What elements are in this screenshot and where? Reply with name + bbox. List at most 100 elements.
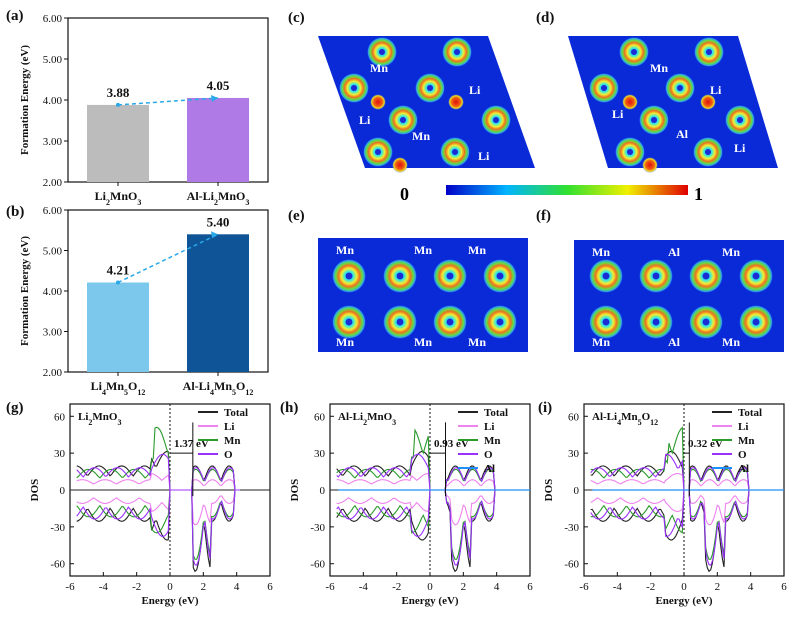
map-c-charge-4-core <box>493 117 499 123</box>
series-i-li-down <box>590 489 754 526</box>
legend-label-i-2: Mn <box>738 435 755 447</box>
ylabel-b: Formation Energy (eV) <box>19 236 31 346</box>
map-c-li-site-1 <box>448 94 464 110</box>
xtick-label-i-1: -4 <box>613 581 623 593</box>
trend-start-b <box>116 280 120 285</box>
ytick-label-a-2: 4.00 <box>43 95 63 107</box>
xlabel-i: Energy (eV) <box>655 595 712 607</box>
map-e-charge-3-core <box>496 272 504 280</box>
panel-label-c: (c) <box>288 10 305 26</box>
series-g-o-down <box>76 489 240 566</box>
panel-label-d: (d) <box>536 10 554 26</box>
gap-label-h: 0.93 eV <box>434 438 469 450</box>
series-i-mn-up <box>590 426 754 491</box>
xtick-label-h-3: 0 <box>427 581 433 593</box>
map-f-label-6: Mn <box>722 335 740 349</box>
map-c-charge-7-core <box>452 149 458 155</box>
colorbar-max: 1 <box>694 184 703 204</box>
trend-start-a <box>116 102 120 107</box>
xtick-label-g-4: 2 <box>201 581 207 593</box>
xcat-label-b-0: Li4Mn5O12 <box>91 379 146 397</box>
xcat-label-b-1: Al-Li4Mn5O12 <box>183 379 254 397</box>
map-e-label-4: Mn <box>336 335 354 349</box>
map-c-charge-6-core <box>375 149 381 155</box>
map-c-charge-0-core <box>379 49 385 55</box>
xtick-label-i-2: -2 <box>646 581 655 593</box>
xtick-label-h-0: -6 <box>325 581 335 593</box>
density-map-c: Mn Li Li Mn Li <box>318 36 535 173</box>
bar-a-1 <box>187 97 249 182</box>
map-f-charge-4-core <box>602 318 610 326</box>
map-f-label-5: Al <box>668 335 681 349</box>
series-h-total-down <box>336 489 500 573</box>
xtick-label-h-2: -2 <box>392 581 401 593</box>
xtick-label-i-6: 6 <box>781 581 787 593</box>
legend-label-g-0: Total <box>224 407 248 419</box>
map-d-charge-6-core <box>627 149 633 155</box>
ytick-label-h-4: 60 <box>314 411 326 423</box>
map-f-label-3: Mn <box>722 245 740 259</box>
trend-arrow-b <box>117 233 219 284</box>
panel-label-b: (b) <box>6 204 24 220</box>
map-f-label-2: Al <box>668 245 681 259</box>
map-c-charge-2-core <box>351 85 357 91</box>
map-c-label-li-3: Li <box>478 149 490 163</box>
map-e-label-1: Mn <box>336 243 354 257</box>
value-label-b-1: 5.40 <box>207 214 230 229</box>
map-e-charge-1-core <box>396 272 404 280</box>
dos-title-i: Al-Li4Mn5O12 <box>592 411 658 427</box>
ylabel-i: DOS <box>543 479 555 502</box>
ytick-label-b-1: 3.00 <box>43 327 63 339</box>
map-f-charge-6-core <box>702 318 710 326</box>
map-c-label-mn-1: Mn <box>370 61 388 75</box>
ytick-label-b-0: 2.00 <box>43 367 63 379</box>
legend-label-i-4: Al <box>738 463 749 475</box>
series-g-total-up <box>76 450 240 491</box>
series-i-li-up <box>590 472 754 491</box>
ytick-label-i-0: -60 <box>564 559 579 571</box>
gap-label-i: 0.32 eV <box>688 438 723 450</box>
density-map-d: Mn Li Li Al Li <box>568 36 778 173</box>
ytick-label-a-0: 2.00 <box>43 177 63 189</box>
map-e-label-6: Mn <box>468 335 486 349</box>
series-h-li-up <box>336 472 500 491</box>
series-h-li-down <box>336 489 500 526</box>
dos-title-g: Li2MnO3 <box>78 411 121 427</box>
ytick-label-g-3: 30 <box>54 448 66 460</box>
ytick-label-g-4: 60 <box>54 411 66 423</box>
xtick-label-i-0: -6 <box>579 581 589 593</box>
map-e-charge-5-core <box>396 318 404 326</box>
xtick-label-i-4: 2 <box>715 581 721 593</box>
map-c-charge-5-core <box>400 117 406 123</box>
bar-a-0 <box>87 104 149 182</box>
xtick-label-h-1: -4 <box>359 581 369 593</box>
ytick-label-i-3: 30 <box>568 448 580 460</box>
bar-chart-b: 2.00 3.00 4.00 5.00 6.00 Formation Energy (eV… <box>19 205 269 397</box>
ytick-label-h-0: -60 <box>310 559 325 571</box>
ylabel-h: DOS <box>289 479 301 502</box>
ytick-label-i-2: 0 <box>574 485 580 497</box>
map-c-label-li-2: Li <box>359 113 371 127</box>
panel-label-h: (h) <box>280 400 298 416</box>
map-d-label-li-3: Li <box>734 141 746 155</box>
legend-label-g-3: O <box>224 449 233 461</box>
xtick-label-h-5: 4 <box>494 581 500 593</box>
xtick-label-i-3: 0 <box>681 581 687 593</box>
xtick-label-g-2: -2 <box>132 581 141 593</box>
xtick-label-g-6: 6 <box>267 581 273 593</box>
series-h-o-down <box>336 489 500 566</box>
legend-label-h-0: Total <box>484 407 508 419</box>
map-c-li-site-2 <box>392 157 408 173</box>
ytick-label-g-2: 0 <box>60 485 66 497</box>
map-d-charge-3-core <box>677 85 683 91</box>
map-d-charge-2-core <box>601 85 607 91</box>
map-c-li-site-0 <box>370 94 386 110</box>
map-e-label-2: Mn <box>414 243 432 257</box>
series-g-li-down <box>76 489 240 526</box>
legend-label-h-4: Al <box>484 463 495 475</box>
series-g-o-up <box>76 453 240 491</box>
density-map-e: Mn Mn Mn Mn Mn Mn <box>318 238 528 352</box>
panel-label-a: (a) <box>6 8 24 24</box>
ylabel-a: Formation Energy (eV) <box>19 45 31 155</box>
